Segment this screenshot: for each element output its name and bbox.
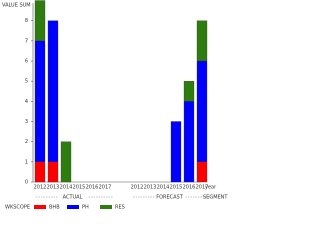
- bar-segment: [196, 60, 208, 162]
- bar-segment: [196, 161, 208, 183]
- y-tick-label: 8: [25, 18, 28, 24]
- bar-segment: [34, 0, 46, 41]
- chart: VALUE SUM year SEGMENT WKSCOPE 0 1 2 3 4 5 6 7 8…: [2, 0, 228, 211]
- y-tick-label: 5: [25, 79, 28, 85]
- page: {"chart_data":{"type":"bar","stacked":tr…: [2, 0, 229, 211]
- x-tick-label: 2014: [157, 185, 170, 191]
- y-tick-label: 0: [25, 180, 28, 186]
- x-axis-label: year: [205, 185, 217, 191]
- legend-swatch: [34, 205, 46, 209]
- legend-swatch: [67, 205, 79, 209]
- x-tick-label: 2014: [60, 185, 73, 191]
- bar-segment: [34, 161, 46, 183]
- y-tick-label: 6: [25, 59, 28, 65]
- legend-label: RES: [115, 205, 125, 211]
- x-tick-label: 2012: [34, 185, 47, 191]
- legend-label: BHB: [49, 205, 60, 211]
- x-tick-label: 2016: [183, 185, 196, 191]
- y-tick-label: 3: [25, 119, 28, 125]
- x-tick-label: 2013: [144, 185, 157, 191]
- y-tick-label: 1: [25, 159, 28, 165]
- bar-segment: [47, 161, 59, 183]
- segment-axis-label: SEGMENT: [203, 195, 228, 201]
- x-tick-label: 2016: [86, 185, 99, 191]
- bar-segment: [183, 101, 195, 183]
- legend-swatch: [100, 205, 112, 209]
- bar-segment: [196, 20, 208, 62]
- x-tick-label: 2017: [196, 185, 209, 191]
- bar-segment: [170, 121, 182, 183]
- y-tick-label: 7: [25, 38, 28, 44]
- bar-segment: [60, 141, 72, 183]
- bar-segment: [47, 20, 59, 162]
- x-tick-label: 2015: [170, 185, 183, 191]
- y-tick-label: 4: [25, 99, 28, 105]
- y-axis-label: VALUE SUM: [2, 3, 31, 9]
- y-tick-label: 2: [25, 139, 28, 145]
- segment-label: FORECAST: [156, 195, 184, 201]
- x-tick-label: 2013: [47, 185, 60, 191]
- legend-label: PH: [82, 205, 89, 211]
- bar-segment: [183, 81, 195, 102]
- segment-label: ACTUAL: [63, 195, 83, 201]
- x-tick-label: 2017: [99, 185, 112, 191]
- bar-segment: [34, 40, 46, 162]
- x-tick-label: 2012: [131, 185, 144, 191]
- x-tick-label: 2015: [73, 185, 86, 191]
- legend-title: WKSCOPE: [5, 205, 30, 211]
